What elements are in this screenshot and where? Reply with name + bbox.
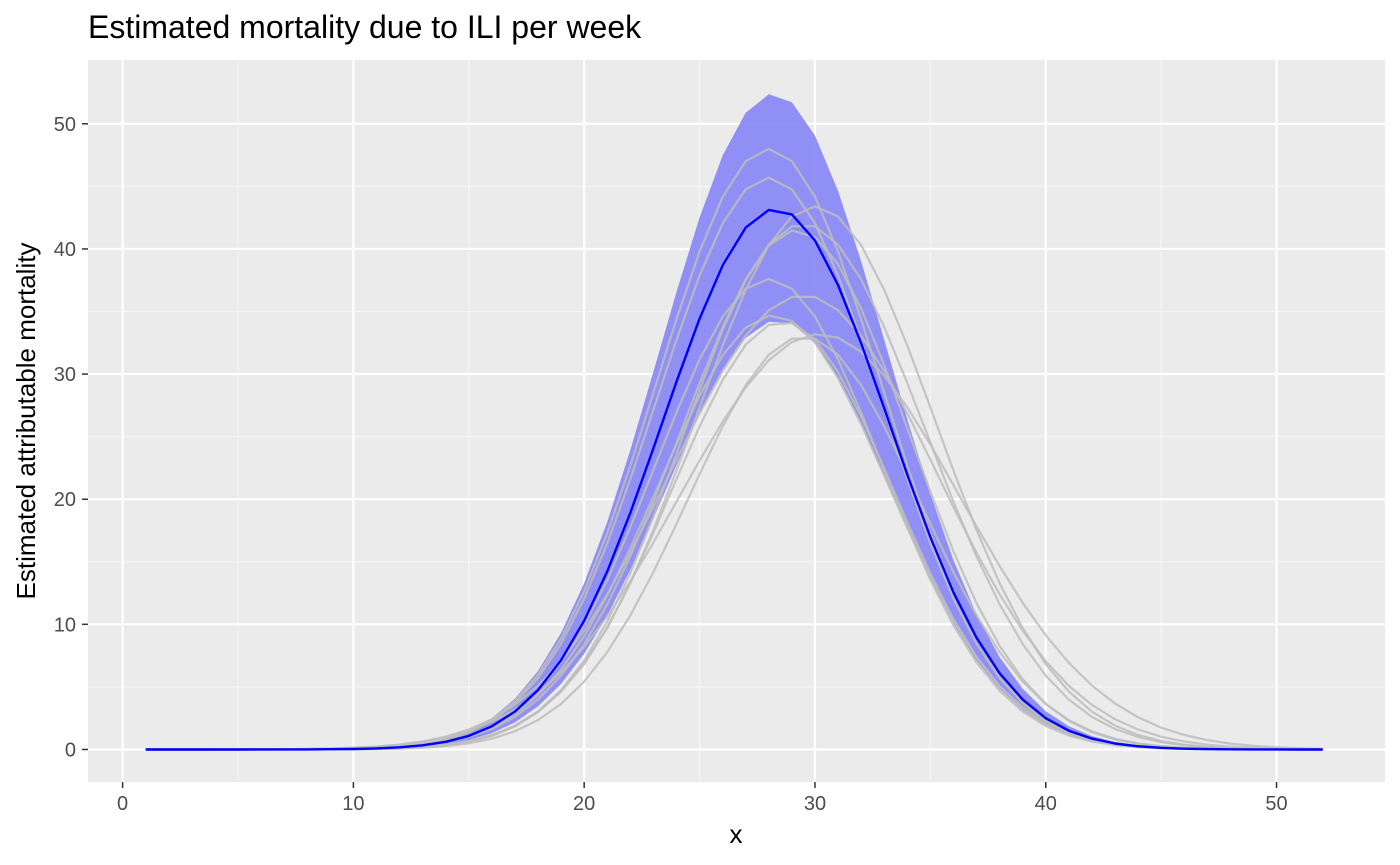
x-tick-label: 0 bbox=[117, 793, 128, 815]
y-tick-label: 0 bbox=[65, 739, 76, 761]
x-axis-title: x bbox=[730, 819, 743, 849]
x-tick-label: 20 bbox=[573, 793, 595, 815]
y-axis: 0 10 20 30 40 50 bbox=[54, 114, 88, 761]
x-tick-label: 10 bbox=[342, 793, 364, 815]
x-tick-label: 30 bbox=[804, 793, 826, 815]
y-tick-label: 50 bbox=[54, 114, 76, 136]
y-axis-title: Estimated attributable mortality bbox=[11, 243, 41, 600]
x-tick-label: 50 bbox=[1265, 793, 1287, 815]
y-tick-label: 10 bbox=[54, 614, 76, 636]
y-tick-label: 40 bbox=[54, 239, 76, 261]
x-axis: 0 10 20 30 40 50 bbox=[117, 782, 1288, 815]
y-tick-label: 30 bbox=[54, 364, 76, 386]
chart-title: Estimated mortality due to ILI per week bbox=[88, 9, 642, 45]
major-gridlines bbox=[88, 60, 1385, 782]
confidence-ribbon bbox=[145, 94, 1323, 750]
mean-line bbox=[145, 208, 1323, 751]
x-tick-label: 40 bbox=[1035, 793, 1057, 815]
y-tick-label: 20 bbox=[54, 489, 76, 511]
ribbon-layer bbox=[145, 94, 1323, 750]
mean-line-layer bbox=[145, 208, 1323, 751]
